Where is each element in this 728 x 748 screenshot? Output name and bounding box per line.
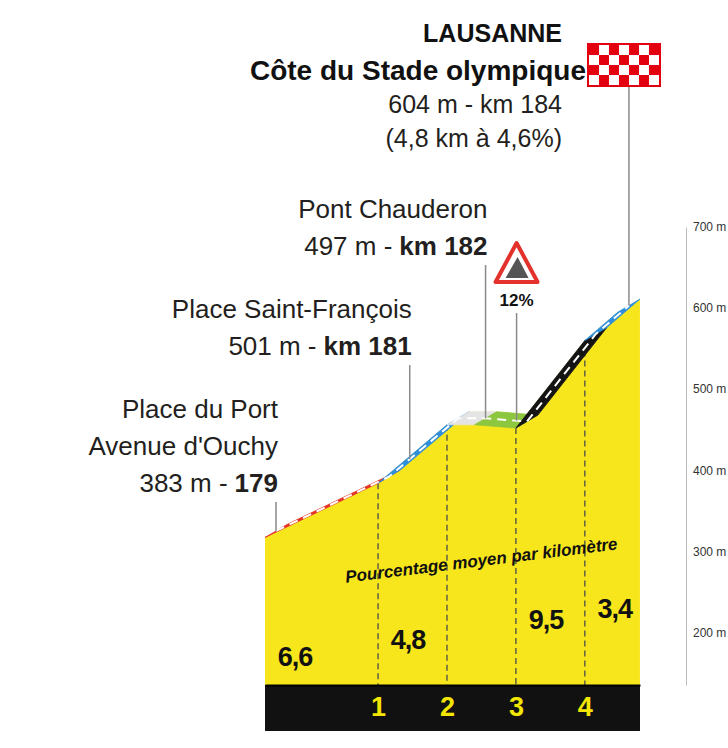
profile-segment [585, 299, 640, 340]
km-band [265, 685, 640, 731]
x-tick: 3 [509, 685, 524, 722]
subtitle: Côte du Stade olympique [250, 55, 586, 86]
title: LAUSANNE [423, 19, 562, 47]
place-leader [409, 365, 411, 459]
flag-cell [609, 65, 619, 75]
y-tick: 200 m [686, 626, 726, 640]
place-name: Pont Chauderon [298, 194, 487, 224]
gradient-label: 4,8 [391, 625, 427, 655]
y-tick-label: 400 m [693, 464, 726, 478]
flag-cell [609, 45, 619, 55]
profile-centre-line [276, 306, 629, 531]
y-tick-label: 500 m [693, 382, 726, 396]
y-axis: 200 m 300 m 400 m 500 m 600 m 700 m [686, 220, 726, 685]
steep-label: 12% [500, 291, 534, 310]
km-line [377, 483, 378, 685]
place-annotation: Place du Port Avenue d'Ouchy 383 m - 179 [88, 394, 278, 531]
x-tick: 1 [371, 685, 386, 722]
chart: 6,6 4,8 9,5 3,4 Pourcentage moyen par kilomè… [0, 0, 728, 748]
place-detail: 501 m - km 181 [228, 331, 411, 361]
place-name: Place Saint-François [172, 294, 412, 324]
place-altitude: 497 m - [304, 231, 392, 261]
x-axis-line [266, 685, 641, 687]
y-tick-label: 300 m [693, 545, 726, 559]
y-tick-label: 600 m [693, 301, 726, 315]
place-km: km 181 [324, 331, 412, 361]
steep-sign: 12% [496, 243, 538, 421]
place-altitude: 383 m - [139, 468, 227, 498]
plot-area [265, 299, 640, 685]
place-km: km 182 [399, 231, 487, 261]
flag-cell [589, 65, 599, 75]
flag-cell [649, 65, 659, 75]
place-leader [275, 502, 277, 531]
place-name: Place du Port [122, 394, 279, 424]
place-annotation: Pont Chauderon 497 m -km 182 [298, 194, 487, 418]
place-km: 179 [235, 468, 278, 498]
km-line [584, 340, 585, 685]
flag-cell [629, 65, 639, 75]
flag-cell [629, 45, 639, 55]
place-detail: 383 m - 179 [139, 468, 278, 498]
y-tick-label: 200 m [693, 626, 726, 640]
y-tick: 500 m [686, 382, 726, 396]
place-annotation: Place Saint-François 501 m - km 181 [172, 294, 412, 459]
flag-cell [649, 45, 659, 55]
summit-pole [628, 86, 630, 306]
profile-area [265, 312, 618, 685]
flag-cell [589, 45, 599, 55]
flag-cell [599, 55, 609, 65]
x-tick-label: 1 [371, 692, 386, 722]
x-tick: 4 [578, 685, 593, 722]
x-axis: 1 2 3 4 [266, 685, 641, 722]
place-detail: 497 m -km 182 [304, 231, 487, 261]
flag-cell [639, 75, 649, 85]
summit-detail: 604 m - km 184 [388, 90, 562, 118]
y-tick: 400 m [686, 464, 726, 478]
y-tick: 700 m [686, 220, 726, 234]
y-tick: 600 m [686, 301, 726, 315]
gradient-label: 3,4 [598, 594, 634, 624]
gradient-label: 9,5 [529, 605, 565, 635]
profile-segment [516, 327, 607, 428]
flag-cell [619, 75, 629, 85]
place-altitude: 501 m - [228, 331, 316, 361]
gradient-label: 6,6 [278, 642, 314, 672]
finish-flag [588, 44, 660, 86]
flag-cell [639, 55, 649, 65]
steep-leader [516, 313, 518, 421]
x-tick-label: 4 [578, 692, 593, 722]
y-tick: 300 m [686, 545, 726, 559]
x-tick: 2 [440, 685, 455, 722]
flag-cell [619, 55, 629, 65]
place-leader [485, 265, 487, 418]
warning-slope [506, 257, 529, 278]
y-tick-label: 700 m [693, 220, 726, 234]
flag-cell [599, 75, 609, 85]
gradient-caption: Pourcentage moyen par kilomètre [344, 534, 618, 586]
x-tick-label: 3 [509, 692, 524, 722]
summit-detail: (4,8 km à 4,6%) [386, 124, 562, 152]
flag-back [588, 44, 660, 86]
warning-triangle [496, 243, 538, 282]
x-tick-label: 2 [440, 692, 455, 722]
y-axis-line [686, 228, 687, 686]
place-name: Avenue d'Ouchy [88, 431, 278, 461]
